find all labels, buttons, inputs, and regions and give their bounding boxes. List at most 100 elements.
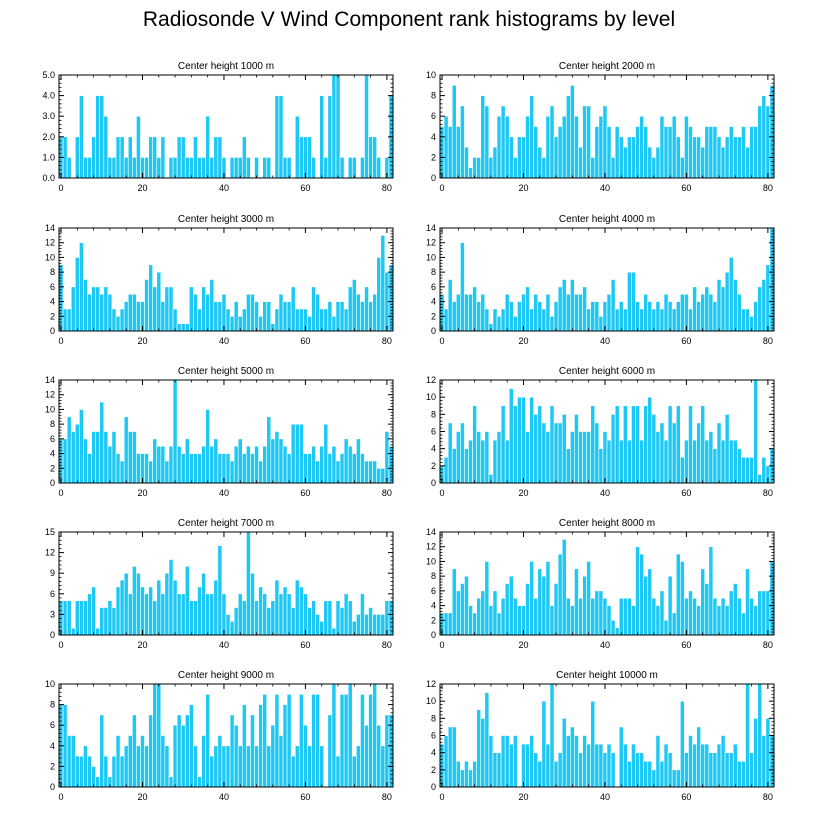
histogram-bar <box>189 453 194 484</box>
histogram-bar <box>737 448 742 484</box>
histogram-bar <box>331 74 337 179</box>
histogram-bar <box>278 735 284 788</box>
histogram-bar <box>667 301 673 332</box>
histogram-bar <box>266 157 272 179</box>
histogram-bar <box>107 157 113 179</box>
histogram-bar <box>343 693 349 788</box>
histogram-bar <box>351 279 357 332</box>
histogram-bar <box>500 597 506 636</box>
histogram-panel-10: Center height 10000 m 0 2 4 6 8 10 12 0 20 40 60 80 <box>426 670 775 802</box>
histogram-bar <box>496 752 502 788</box>
histogram-bar <box>451 726 457 788</box>
histogram-bar <box>639 752 644 788</box>
histogram-bar <box>455 431 461 484</box>
histogram-bar <box>119 460 125 484</box>
histogram-bar <box>221 593 227 636</box>
x-tick-label: 40 <box>600 336 610 346</box>
histogram-bar <box>598 743 604 788</box>
histogram-bar <box>464 146 469 179</box>
panel-title: Center height 7000 m <box>178 518 274 529</box>
histogram-bar <box>553 301 559 332</box>
histogram-bar <box>480 590 486 636</box>
histogram-bar <box>74 755 80 788</box>
histogram-bar <box>460 583 465 636</box>
histogram-bar <box>537 301 543 332</box>
x-tick-label: 80 <box>763 640 773 650</box>
histogram-bar <box>62 600 68 636</box>
histogram-bar <box>83 438 88 484</box>
y-tick-label: 0 <box>50 326 55 336</box>
histogram-bar <box>455 126 461 179</box>
histogram-bar <box>610 279 616 332</box>
histogram-bar <box>388 714 394 788</box>
histogram-bar <box>144 157 149 179</box>
histogram-bar <box>460 769 465 788</box>
histogram-bar <box>315 693 320 788</box>
histogram-bar <box>319 95 325 179</box>
histogram-bar <box>213 438 219 484</box>
y-tick-label: 2 <box>50 761 55 771</box>
histogram-bar <box>172 579 178 636</box>
histogram-bar <box>229 620 235 636</box>
histogram-bar <box>364 286 369 332</box>
histogram-bar <box>688 405 693 484</box>
x-tick-label: 40 <box>219 488 229 498</box>
histogram-bar <box>319 745 325 788</box>
y-tick-label: 2 <box>50 463 55 473</box>
histogram-bar <box>213 745 219 788</box>
x-tick-label: 0 <box>59 183 64 193</box>
histogram-bar <box>749 752 754 788</box>
histogram-bar <box>286 593 292 636</box>
histogram-bar <box>364 614 369 636</box>
histogram-bar <box>741 126 746 179</box>
histogram-panel-3: Center height 3000 m 0 2 4 6 8 10 12 14 0 20 40 60 80 <box>45 214 394 346</box>
y-tick-label: 14 <box>426 527 436 537</box>
histogram-bar <box>254 745 259 788</box>
histogram-bar <box>708 431 714 484</box>
histogram-bar <box>671 422 677 484</box>
histogram-bar <box>127 735 133 788</box>
histogram-bar <box>472 157 477 179</box>
histogram-bar <box>696 136 701 179</box>
histogram-bar <box>529 735 534 788</box>
histogram-bar <box>111 755 117 788</box>
histogram-bar <box>537 146 543 179</box>
histogram-bar <box>132 431 137 484</box>
histogram-bar <box>168 559 174 636</box>
y-tick-label: 3 <box>50 609 55 619</box>
y-tick-label: 8 <box>50 419 55 429</box>
histogram-bar <box>87 755 92 788</box>
histogram-bar <box>769 735 775 788</box>
histogram-bar <box>684 293 689 332</box>
histogram-bar <box>590 597 596 636</box>
y-tick-label: 10 <box>45 252 55 262</box>
histogram-bar <box>732 439 738 484</box>
histogram-bar <box>189 704 194 788</box>
histogram-bar <box>79 409 84 484</box>
histogram-bar <box>111 157 117 179</box>
y-tick-label: 8 <box>431 571 436 581</box>
histogram-bar <box>278 593 284 636</box>
plot-frame <box>439 74 775 179</box>
histogram-bar <box>172 379 178 484</box>
histogram-bar <box>241 136 247 179</box>
histogram-bar <box>99 293 105 332</box>
histogram-bar <box>343 308 349 332</box>
x-tick-label: 60 <box>681 640 691 650</box>
histogram-bar <box>160 735 166 788</box>
y-tick-label: 6 <box>431 731 436 741</box>
histogram-bar <box>700 743 706 788</box>
y-tick-label: 4 <box>431 748 436 758</box>
histogram-bar <box>696 726 701 788</box>
histogram-bar <box>347 600 353 636</box>
histogram-bar <box>594 301 600 332</box>
histogram-bar <box>455 590 461 636</box>
histogram-bar <box>282 704 288 788</box>
plot-frame <box>58 379 394 484</box>
histogram-bar <box>152 600 158 636</box>
histogram-bar <box>659 760 665 788</box>
histogram-bar <box>87 593 92 636</box>
histogram-bar <box>70 431 76 484</box>
histogram-bar <box>504 115 510 179</box>
histogram-bar <box>582 735 587 788</box>
